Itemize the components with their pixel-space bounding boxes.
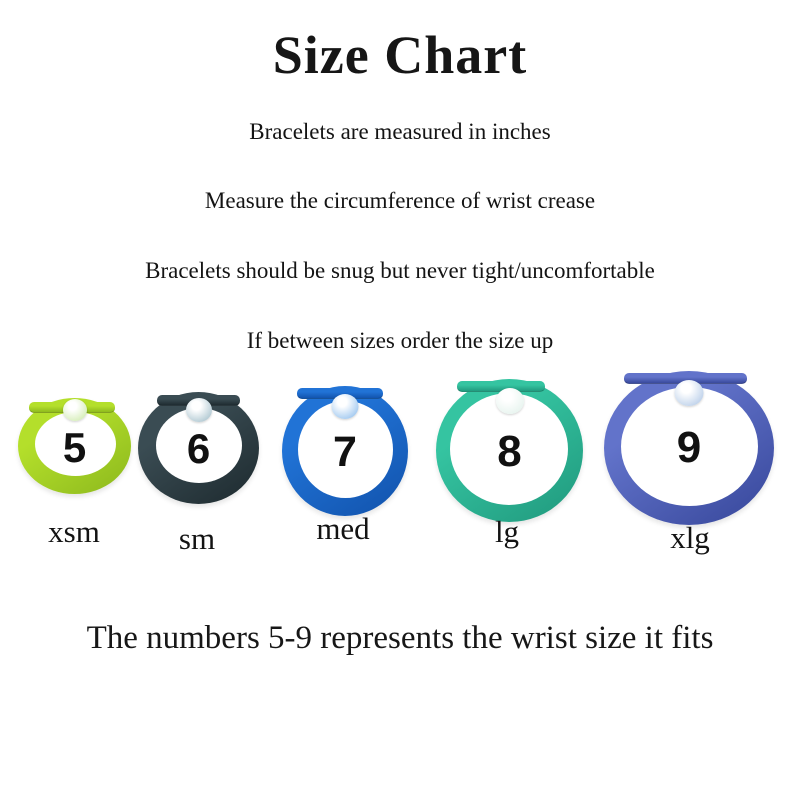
bracelet-size-label: xsm	[48, 514, 100, 549]
bracelet-size-number: 5	[62, 424, 87, 471]
bracelet-med: 7	[282, 386, 408, 516]
bracelet-size-label: sm	[178, 521, 216, 556]
bracelet-size-number: 6	[186, 425, 211, 472]
footer-note: The numbers 5-9 represents the wrist siz…	[86, 620, 714, 656]
instruction-line: Bracelets should be snug but never tight…	[145, 258, 655, 283]
bracelet-size-label: lg	[494, 514, 520, 549]
bracelet-opening	[621, 387, 758, 506]
bracelet-sm: 6	[138, 392, 259, 504]
snap-button	[674, 380, 704, 406]
snap-button	[495, 388, 524, 414]
bracelet-size-number: 8	[497, 427, 522, 476]
bracelet-size-label: med	[316, 511, 370, 546]
bracelet-size-label: xlg	[670, 520, 710, 555]
bracelet-size-number: 7	[333, 428, 357, 476]
snap-button	[185, 398, 212, 422]
snap-button	[62, 399, 87, 421]
bracelet-xlg: 9	[604, 371, 774, 525]
instruction-line: If between sizes order the size up	[246, 328, 554, 353]
bracelet-xsm: 5	[18, 398, 131, 494]
bracelet-opening	[35, 412, 116, 476]
snap-button	[331, 394, 359, 419]
instruction-line: Bracelets are measured in inches	[249, 119, 551, 144]
bracelet-size-number: 9	[676, 423, 702, 472]
bracelet-lg: 8	[436, 379, 583, 522]
page-title: Size Chart	[272, 25, 528, 85]
instruction-line: Measure the circumference of wrist creas…	[204, 188, 596, 213]
